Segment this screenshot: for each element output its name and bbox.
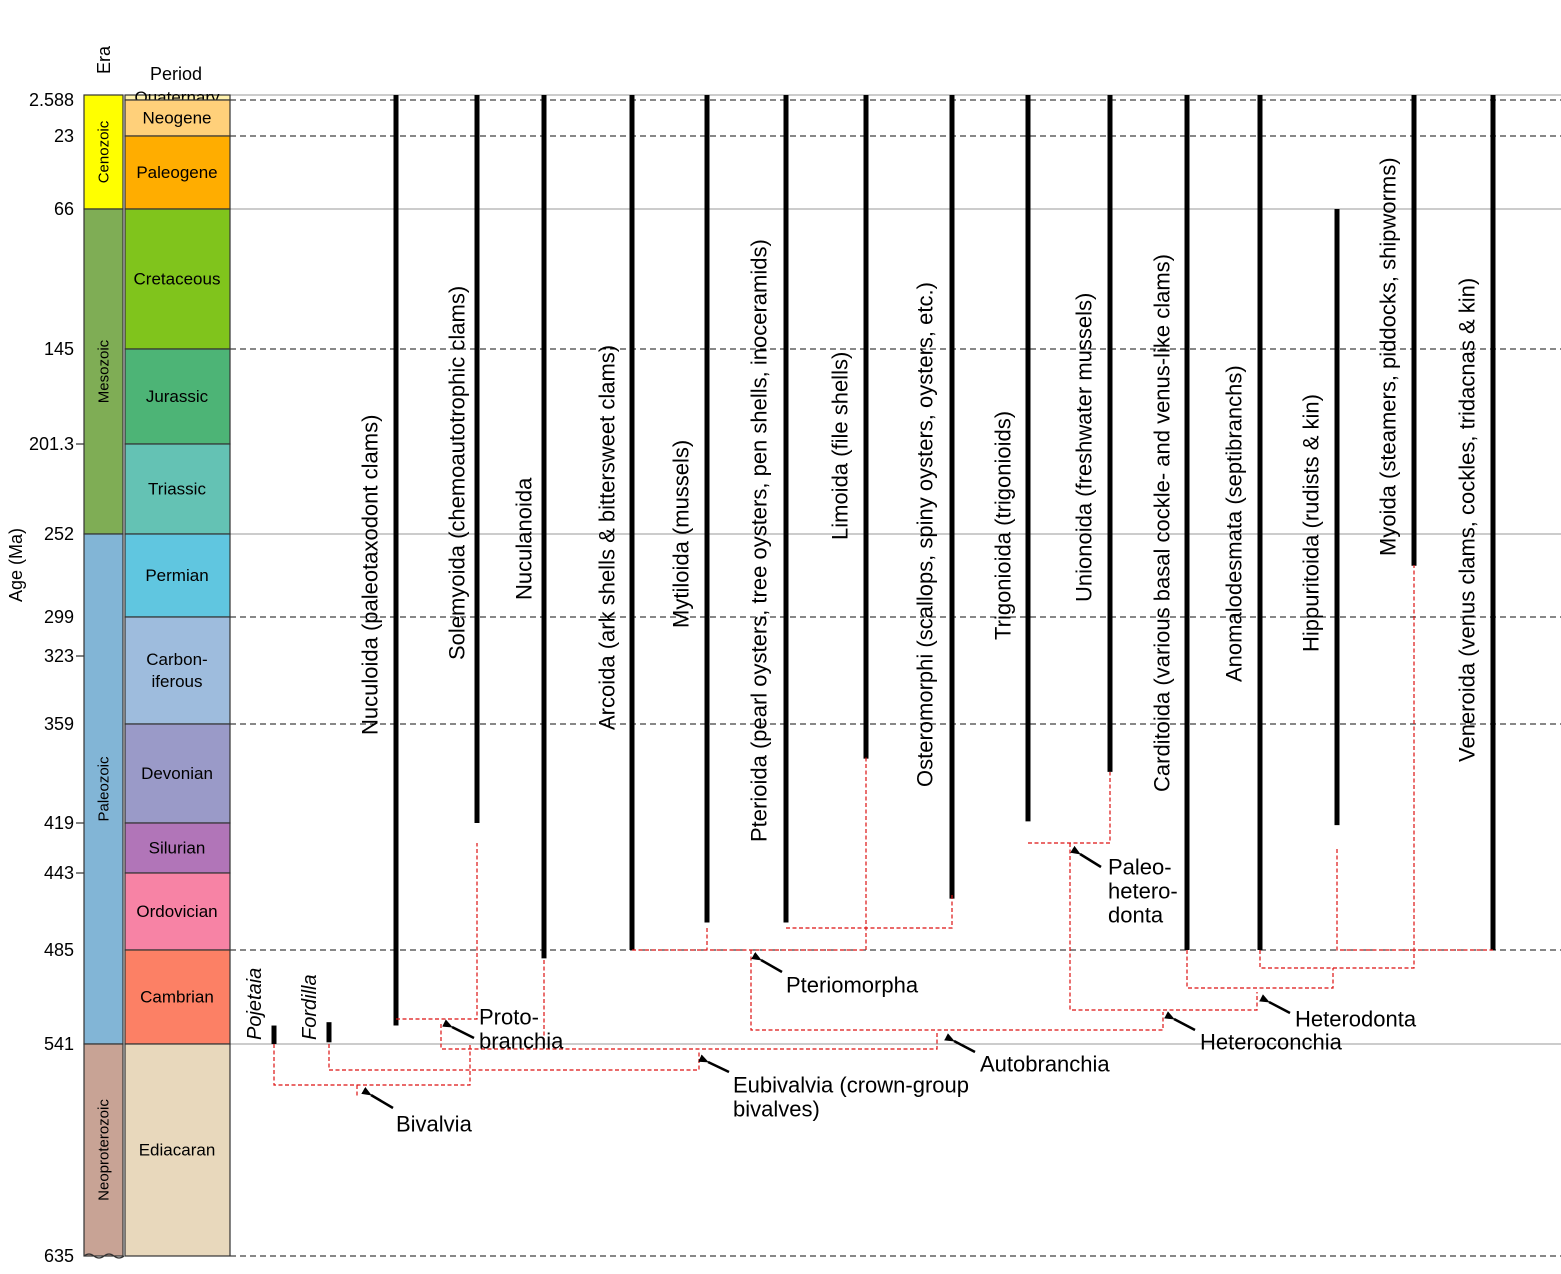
- period-label-carboniferous: iferous: [151, 672, 202, 691]
- period-label-carboniferous: Carbon-: [146, 650, 207, 669]
- period-label-triassic: Triassic: [148, 480, 206, 499]
- phylo-connector: [786, 895, 953, 929]
- era-band-cenozoic: [83, 94, 124, 210]
- period-label-neogene: Neogene: [142, 109, 211, 128]
- age-label: 299: [44, 607, 74, 627]
- period-label-paleogene: Paleogene: [136, 163, 217, 182]
- clade-arrow-paleoheterodonta: [1070, 845, 1102, 869]
- period-band-cretaceous: [124, 208, 231, 350]
- clade-label-pteriomorpha: Pteriomorpha: [786, 973, 919, 998]
- genus-label-fordilla: Fordilla: [299, 974, 321, 1040]
- period-band-permian: [124, 533, 231, 618]
- order-label-osteromorphi: Osteromorphi (scallops, spiny oysters, o…: [913, 282, 938, 787]
- order-label-nuculanoida: Nuculanoida: [512, 477, 537, 600]
- age-label: 252: [44, 524, 74, 544]
- clade-label-heterodonta: Heterodonta: [1295, 1007, 1417, 1032]
- clade-label-bivalvia: Bivalvia: [396, 1112, 473, 1137]
- clade-arrow-heteroconchia: [1164, 1011, 1196, 1032]
- era-header: Era: [94, 45, 114, 74]
- order-label-hippuritoida: Hippuritoida (rudists & kin): [1299, 394, 1324, 652]
- clade-label-protobranchia: Proto-: [479, 1005, 539, 1030]
- period-band-silurian: [124, 822, 231, 874]
- period-band-neogene: [124, 99, 231, 137]
- genus-label-pojetaia: Pojetaia: [244, 968, 266, 1040]
- clade-label-paleoheterodonta: hetero-: [1108, 879, 1178, 904]
- age-label: 66: [54, 199, 74, 219]
- era-band-neoproterozoic: [83, 1043, 124, 1257]
- age-label: 419: [44, 813, 74, 833]
- clade-arrow-eubivalvia: [698, 1054, 730, 1074]
- period-band-triassic: [124, 443, 231, 535]
- clade-label-eubivalvia: Eubivalvia (crown-group: [733, 1073, 969, 1098]
- clade-label-autobranchia: Autobranchia: [980, 1052, 1110, 1077]
- period-band-paleogene: [124, 135, 231, 210]
- period-label-ediacaran: Ediacaran: [139, 1141, 216, 1160]
- period-header: Period: [150, 64, 202, 84]
- order-label-solemyoida: Solemyoida (chemoautotrophic clams): [445, 286, 470, 660]
- age-label: 359: [44, 714, 74, 734]
- age-label: 541: [44, 1034, 74, 1054]
- clade-arrow-autobranchia: [944, 1033, 976, 1054]
- era-band-paleozoic: [83, 533, 124, 1045]
- age-label: 443: [44, 863, 74, 883]
- age-label: 145: [44, 339, 74, 359]
- era-label-paleozoic: Paleozoic: [96, 756, 113, 822]
- phylo-connector: [1186, 950, 1334, 989]
- order-label-unionoida: Unionoida (freshwater mussels): [1072, 293, 1097, 602]
- age-label: 23: [54, 126, 74, 146]
- period-label-cretaceous: Cretaceous: [134, 270, 221, 289]
- phylo-connector: [632, 757, 867, 951]
- period-label-ordovician: Ordovician: [136, 902, 217, 921]
- age-label: 635: [44, 1246, 74, 1266]
- phylo-connector: [1336, 849, 1493, 951]
- order-label-trigonioida: Trigonioida (trigonioids): [991, 411, 1016, 640]
- phylo-connector: [396, 843, 478, 1020]
- clade-label-heteroconchia: Heteroconchia: [1200, 1030, 1343, 1055]
- age-label: 485: [44, 940, 74, 960]
- order-label-limoida: Limoida (file shells): [828, 352, 853, 540]
- order-label-myoida: Myoida (steamers, piddocks, shipworms): [1376, 157, 1401, 556]
- clade-label-protobranchia: branchia: [479, 1029, 564, 1054]
- order-label-veneroida: Veneroida (venus clams, cockles, tridacn…: [1455, 278, 1480, 762]
- clade-arrow-bivalvia: [361, 1086, 394, 1110]
- clade-label-paleoheterodonta: Paleo-: [1108, 855, 1172, 880]
- phylo-connector: [273, 1044, 471, 1086]
- phylo-connector: [1259, 565, 1415, 969]
- clade-label-eubivalvia: bivalves): [733, 1097, 820, 1122]
- era-label-mesozoic: Mesozoic: [96, 339, 113, 403]
- age-label: 201.3: [29, 434, 74, 454]
- clade-arrow-protobranchia: [442, 1019, 475, 1040]
- phylo-connector: [750, 950, 1164, 1031]
- order-label-mytiloida: Mytiloida (mussels): [669, 440, 694, 628]
- order-label-arcoida: Arcoida (ark shells & bittersweet clams): [595, 345, 620, 730]
- period-label-devonian: Devonian: [141, 764, 213, 783]
- age-axis-title: Age (Ma): [6, 528, 26, 602]
- order-label-pterioida: Pterioida (pearl oysters, tree oysters, …: [747, 239, 772, 842]
- clade-label-paleoheterodonta: donta: [1108, 903, 1164, 928]
- clade-arrow-pteriomorpha: [751, 952, 783, 974]
- period-label-cambrian: Cambrian: [140, 988, 214, 1007]
- order-label-carditoida: Carditoida (various basal cockle- and ve…: [1150, 254, 1175, 792]
- timescale-break: [83, 1253, 125, 1259]
- period-label-permian: Permian: [145, 566, 208, 585]
- period-label-silurian: Silurian: [149, 839, 206, 858]
- era-label-cenozoic: Cenozoic: [96, 120, 113, 183]
- period-band-carboniferous: [124, 616, 231, 725]
- age-label: 323: [44, 646, 74, 666]
- period-label-jurassic: Jurassic: [146, 387, 209, 406]
- order-label-nuculoida: Nuculoida (paleotaxodont clams): [358, 415, 383, 735]
- phylo-connector: [1069, 843, 1258, 1011]
- phylo-connector: [440, 1024, 938, 1050]
- phylo-connector: [1028, 772, 1111, 844]
- period-band-cambrian: [124, 949, 231, 1045]
- order-label-anomalodesmata: Anomalodesmata (septibranchs): [1222, 365, 1247, 682]
- period-band-devonian: [124, 723, 231, 824]
- age-label: 2.588: [29, 90, 74, 110]
- period-band-ediacaran: [124, 1043, 231, 1257]
- era-label-neoproterozoic: Neoproterozoic: [96, 1099, 113, 1201]
- era-band-mesozoic: [83, 208, 124, 535]
- period-band-ordovician: [124, 872, 231, 951]
- clade-arrow-heterodonta: [1259, 994, 1291, 1015]
